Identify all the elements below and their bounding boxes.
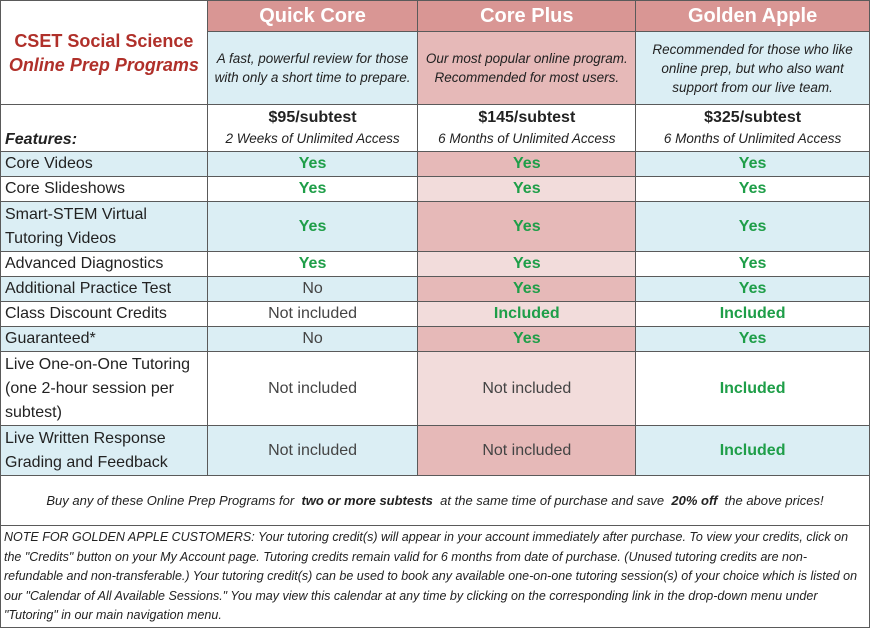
feature-row: Advanced Diagnostics Yes Yes Yes	[0, 251, 870, 277]
price-amount: $145/subtest	[478, 109, 576, 126]
feature-value: Yes	[417, 276, 637, 302]
plan-description-row: A fast, powerful review for those with o…	[1, 31, 870, 105]
feature-value: Not included	[417, 425, 637, 476]
feature-name: Live Written Response Grading and Feedba…	[0, 425, 208, 476]
feature-row: Core Videos Yes Yes Yes	[0, 151, 870, 177]
feature-row: Class Discount Credits Not included Incl…	[0, 301, 870, 327]
plan-description-quick-core: A fast, powerful review for those with o…	[206, 31, 419, 105]
feature-value: Yes	[635, 276, 870, 302]
feature-name: Core Slideshows	[0, 176, 208, 202]
feature-value: Yes	[635, 176, 870, 202]
price-amount: $95/subtest	[268, 109, 357, 126]
feature-name: Additional Practice Test	[0, 276, 208, 302]
feature-row: Live Written Response Grading and Feedba…	[0, 425, 870, 476]
table-title: CSET Social Science Online Prep Programs	[0, 0, 208, 105]
feature-value: Yes	[635, 326, 870, 352]
feature-value: Yes	[417, 251, 637, 277]
feature-value: Included	[635, 425, 870, 476]
feature-name: Advanced Diagnostics	[0, 251, 208, 277]
promo-text: Buy any of these Online Prep Programs fo…	[46, 493, 298, 508]
feature-value: Yes	[635, 201, 870, 252]
price-amount: $325/subtest	[704, 109, 802, 126]
feature-name: Smart-STEM Virtual Tutoring Videos	[0, 201, 208, 252]
feature-value: Included	[635, 301, 870, 327]
promo-emphasis: two or more subtests	[301, 493, 433, 508]
title-line-2: Online Prep Programs	[8, 54, 199, 75]
feature-name: Core Videos	[0, 151, 208, 177]
feature-value: Not included	[206, 301, 419, 327]
feature-value: Not included	[417, 351, 637, 426]
feature-value: Not included	[206, 351, 419, 426]
feature-value: Yes	[417, 326, 637, 352]
price-core-plus: $145/subtest 6 Months of Unlimited Acces…	[417, 104, 637, 152]
promo-text: at the same time of purchase and save	[436, 493, 668, 508]
feature-row: Smart-STEM Virtual Tutoring Videos Yes Y…	[0, 201, 870, 252]
feature-value: Yes	[417, 176, 637, 202]
feature-value: Yes	[206, 201, 419, 252]
feature-value: Yes	[417, 201, 637, 252]
feature-value: Yes	[635, 151, 870, 177]
golden-apple-note: NOTE FOR GOLDEN APPLE CUSTOMERS: Your tu…	[0, 526, 870, 628]
price-row: Features: $95/subtest 2 Weeks of Unlimit…	[0, 104, 870, 152]
feature-value: Yes	[206, 176, 419, 202]
feature-value: No	[206, 276, 419, 302]
comparison-table: CSET Social Science Online Prep Programs…	[0, 0, 870, 476]
feature-name: Class Discount Credits	[0, 301, 208, 327]
feature-value: Included	[417, 301, 637, 327]
promo-text: the above prices!	[721, 493, 824, 508]
features-label: Features:	[0, 104, 208, 152]
price-golden-apple: $325/subtest 6 Months of Unlimited Acces…	[635, 104, 870, 152]
feature-row: Core Slideshows Yes Yes Yes	[0, 176, 870, 202]
feature-name: Guaranteed*	[0, 326, 208, 352]
title-line-1: CSET Social Science	[14, 30, 194, 51]
feature-value: Yes	[206, 251, 419, 277]
plan-header-row: CSET Social Science Online Prep Programs…	[0, 0, 870, 105]
plan-description-core-plus: Our most popular online program. Recomme…	[417, 31, 637, 105]
plan-name-quick-core: Quick Core	[206, 0, 419, 32]
feature-value: Not included	[206, 425, 419, 476]
plan-description-golden-apple: Recommended for those who like online pr…	[635, 31, 870, 105]
feature-row: Additional Practice Test No Yes Yes	[0, 276, 870, 302]
plan-name-golden-apple: Golden Apple	[635, 0, 870, 32]
feature-value: Yes	[206, 151, 419, 177]
feature-value: Yes	[417, 151, 637, 177]
multi-subtest-promo: Buy any of these Online Prep Programs fo…	[0, 476, 870, 526]
feature-value: Yes	[635, 251, 870, 277]
feature-name: Live One-on-One Tutoring (one 2-hour ses…	[0, 351, 208, 426]
access-duration: 6 Months of Unlimited Access	[663, 131, 842, 146]
access-duration: 2 Weeks of Unlimited Access	[225, 131, 400, 146]
feature-value: Included	[635, 351, 870, 426]
promo-emphasis: 20% off	[671, 493, 718, 508]
price-quick-core: $95/subtest 2 Weeks of Unlimited Access	[206, 104, 419, 152]
feature-row: Guaranteed* No Yes Yes	[0, 326, 870, 352]
plan-name-core-plus: Core Plus	[417, 0, 637, 32]
access-duration: 6 Months of Unlimited Access	[438, 131, 616, 146]
feature-row: Live One-on-One Tutoring (one 2-hour ses…	[0, 351, 870, 426]
feature-value: No	[206, 326, 419, 352]
